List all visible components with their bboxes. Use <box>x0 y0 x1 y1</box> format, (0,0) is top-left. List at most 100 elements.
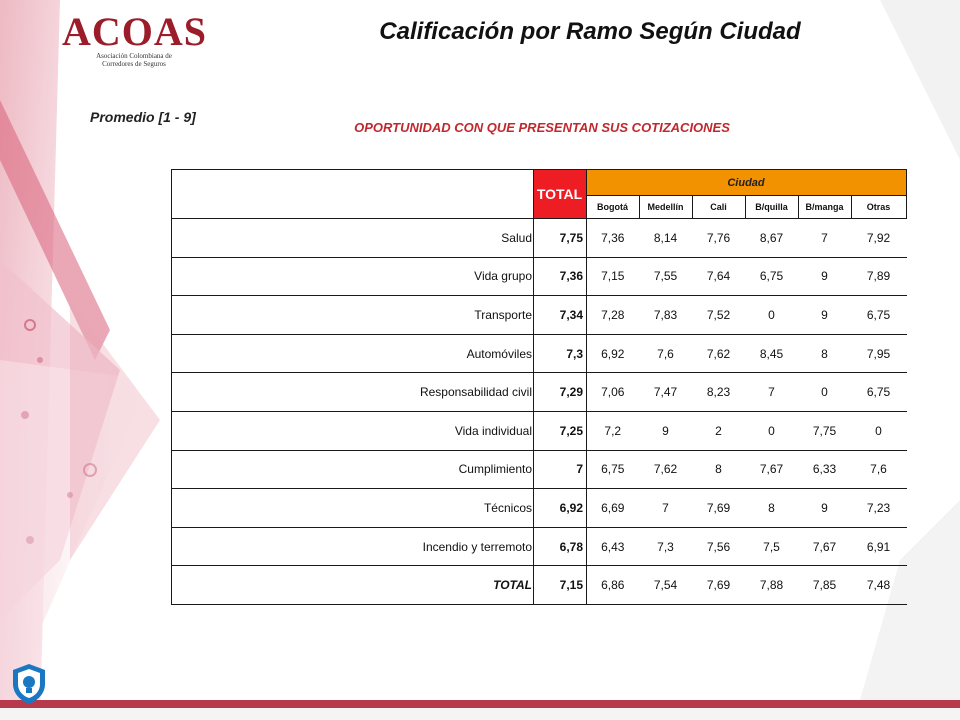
city-value-cell: 6,75 <box>851 372 907 412</box>
row-label: Incendio y terremoto <box>171 527 534 567</box>
city-value-cell: 6,86 <box>586 565 640 605</box>
city-value-cell: 7,69 <box>692 488 746 528</box>
city-value-cell: 0 <box>745 295 799 335</box>
row-total: 7,75 <box>533 218 587 258</box>
city-header: Otras <box>851 195 907 219</box>
city-value-cell: 7,75 <box>798 411 852 451</box>
city-value-cell: 7,64 <box>692 257 746 297</box>
city-header: Medellín <box>639 195 693 219</box>
footer-strip <box>0 708 960 720</box>
table-row: Salud 7,75 7,36 8,14 7,76 8,67 7 7,92 <box>171 218 907 258</box>
city-value-cell: 7,06 <box>586 372 640 412</box>
table-row: Incendio y terremoto 6,78 6,43 7,3 7,56 7,5 7,… <box>171 527 907 567</box>
ciudad-header: Ciudad <box>586 169 907 196</box>
row-total: 7,25 <box>533 411 587 451</box>
city-value-cell: 7,67 <box>745 450 799 490</box>
row-label: Cumplimiento <box>171 450 534 490</box>
city-value-cell: 7,5 <box>745 527 799 567</box>
city-value-cell: 7,56 <box>692 527 746 567</box>
row-label: Transporte <box>171 295 534 335</box>
city-value-cell: 6,91 <box>851 527 907 567</box>
city-value-cell: 6,69 <box>586 488 640 528</box>
row-total: 7,34 <box>533 295 587 335</box>
city-value-cell: 8,14 <box>639 218 693 258</box>
city-value-cell: 7,89 <box>851 257 907 297</box>
city-value-cell: 7,62 <box>639 450 693 490</box>
city-value-cell: 9 <box>798 257 852 297</box>
row-label: Técnicos <box>171 488 534 528</box>
row-total: 7 <box>533 450 587 490</box>
row-label: TOTAL <box>171 565 534 605</box>
city-header: Cali <box>692 195 746 219</box>
logo-wordmark: ACOAS <box>62 9 208 54</box>
city-value-cell: 7,85 <box>798 565 852 605</box>
city-value-cell: 9 <box>639 411 693 451</box>
table-row: Vida grupo 7,36 7,15 7,55 7,64 6,75 9 7,89 <box>171 257 907 297</box>
city-value-cell: 7,54 <box>639 565 693 605</box>
city-value-cell: 7 <box>745 372 799 412</box>
city-header: Bogotá <box>586 195 640 219</box>
row-label: Automóviles <box>171 334 534 374</box>
city-value-cell: 8 <box>745 488 799 528</box>
city-value-cell: 7 <box>639 488 693 528</box>
city-value-cell: 0 <box>798 372 852 412</box>
city-header: B/quilla <box>745 195 799 219</box>
logo-subtitle: Asociación Colombiana de Corredores de S… <box>96 52 172 68</box>
city-value-cell: 7,3 <box>639 527 693 567</box>
city-value-cell: 6,33 <box>798 450 852 490</box>
city-value-cell: 0 <box>851 411 907 451</box>
row-label: Responsabilidad civil <box>171 372 534 412</box>
row-label: Vida individual <box>171 411 534 451</box>
city-value-cell: 7,48 <box>851 565 907 605</box>
city-value-cell: 7,15 <box>586 257 640 297</box>
city-value-cell: 6,75 <box>586 450 640 490</box>
city-value-cell: 9 <box>798 488 852 528</box>
city-value-cell: 8,23 <box>692 372 746 412</box>
city-value-cell: 8 <box>692 450 746 490</box>
city-value-cell: 6,92 <box>586 334 640 374</box>
footer-bar <box>0 700 960 708</box>
city-value-cell: 7,62 <box>692 334 746 374</box>
slide-title: Calificación por Ramo Según Ciudad <box>379 18 801 45</box>
table-body: Salud 7,75 7,36 8,14 7,76 8,67 7 7,92 Vida grupo… <box>171 218 907 605</box>
city-value-cell: 2 <box>692 411 746 451</box>
city-value-cell: 7,92 <box>851 218 907 258</box>
row-label: Vida grupo <box>171 257 534 297</box>
total-header: TOTAL <box>533 169 587 219</box>
city-value-cell: 6,75 <box>745 257 799 297</box>
city-value-cell: 7,6 <box>639 334 693 374</box>
city-value-cell: 7,52 <box>692 295 746 335</box>
city-value-cell: 7,95 <box>851 334 907 374</box>
shield-emblem-icon <box>13 664 45 704</box>
row-total: 7,15 <box>533 565 587 605</box>
acoas-logo: ACOAS Asociación Colombiana de Corredore… <box>62 8 212 70</box>
table-corner <box>171 169 534 219</box>
table-total-row: TOTAL 7,15 6,86 7,54 7,69 7,88 7,85 7,48 <box>171 565 907 605</box>
city-value-cell: 8,67 <box>745 218 799 258</box>
city-header: B/manga <box>798 195 852 219</box>
city-value-cell: 7,2 <box>586 411 640 451</box>
city-value-cell: 7,76 <box>692 218 746 258</box>
city-value-cell: 7,47 <box>639 372 693 412</box>
row-total: 7,29 <box>533 372 587 412</box>
scale-label: Promedio [1 - 9] <box>90 109 196 125</box>
city-value-cell: 7,23 <box>851 488 907 528</box>
row-total: 6,78 <box>533 527 587 567</box>
table-row: Transporte 7,34 7,28 7,83 7,52 0 9 6,75 <box>171 295 907 335</box>
table-row: Automóviles 7,3 6,92 7,6 7,62 8,45 8 7,95 <box>171 334 907 374</box>
question-title: OPORTUNIDAD CON QUE PRESENTAN SUS COTIZA… <box>354 120 730 135</box>
city-value-cell: 7,67 <box>798 527 852 567</box>
table-row: Técnicos 6,92 6,69 7 7,69 8 9 7,23 <box>171 488 907 528</box>
city-value-cell: 7,55 <box>639 257 693 297</box>
city-value-cell: 8,45 <box>745 334 799 374</box>
city-value-cell: 7,36 <box>586 218 640 258</box>
table-row: Responsabilidad civil 7,29 7,06 7,47 8,23 7 0 6… <box>171 372 907 412</box>
city-value-cell: 6,75 <box>851 295 907 335</box>
city-value-cell: 7,88 <box>745 565 799 605</box>
city-value-cell: 9 <box>798 295 852 335</box>
city-value-cell: 6,43 <box>586 527 640 567</box>
city-value-cell: 7,6 <box>851 450 907 490</box>
city-value-cell: 7,28 <box>586 295 640 335</box>
table-row: Cumplimiento 7 6,75 7,62 8 7,67 6,33 7,6 <box>171 450 907 490</box>
